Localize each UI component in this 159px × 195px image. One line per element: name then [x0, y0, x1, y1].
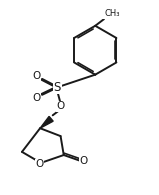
- Text: O: O: [79, 156, 88, 166]
- Text: O: O: [32, 71, 41, 81]
- Text: O: O: [32, 93, 41, 103]
- Text: O: O: [56, 101, 65, 111]
- Polygon shape: [40, 116, 53, 128]
- Text: CH₃: CH₃: [105, 9, 120, 18]
- Text: S: S: [54, 81, 61, 94]
- Text: O: O: [35, 160, 43, 169]
